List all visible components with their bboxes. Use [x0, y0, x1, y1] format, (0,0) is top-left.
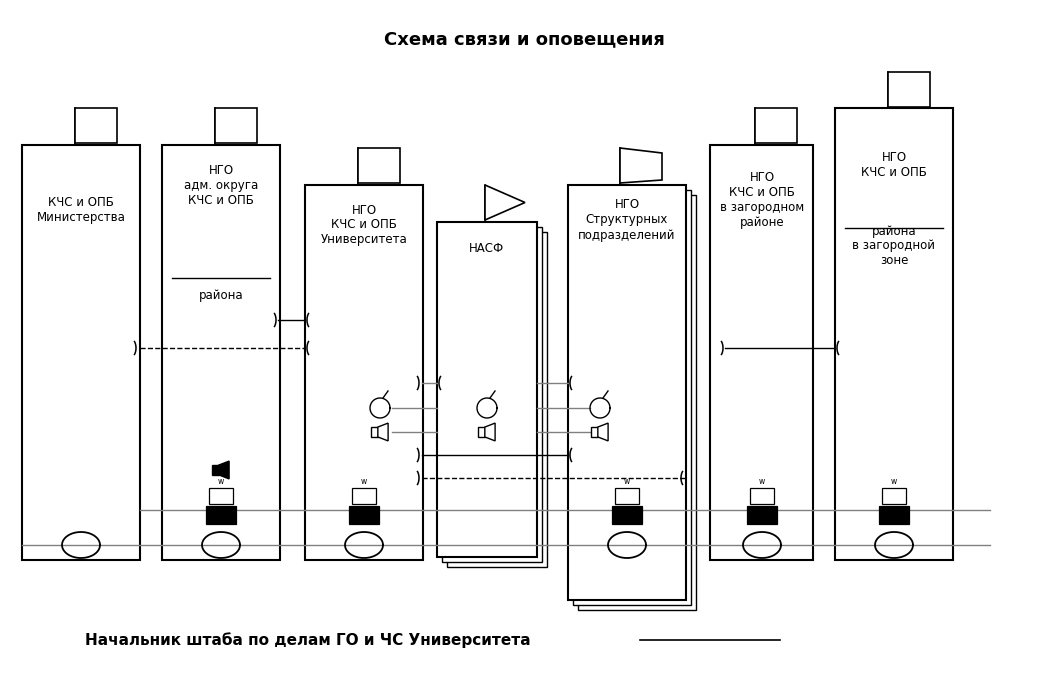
Bar: [568, 185, 686, 600]
Bar: [591, 427, 597, 437]
Bar: [447, 232, 547, 567]
Text: w: w: [218, 477, 224, 486]
Text: района
в загородной
зоне: района в загородной зоне: [852, 225, 936, 267]
Bar: [371, 427, 378, 437]
Bar: [835, 108, 953, 560]
Text: w: w: [759, 477, 765, 486]
Bar: [212, 465, 219, 475]
Bar: [578, 195, 696, 610]
Bar: [882, 488, 907, 504]
Bar: [358, 148, 400, 183]
Polygon shape: [378, 423, 388, 441]
Text: w: w: [891, 477, 897, 486]
Bar: [75, 108, 117, 143]
Bar: [437, 222, 537, 557]
Bar: [162, 145, 280, 560]
Bar: [478, 427, 485, 437]
Polygon shape: [485, 185, 525, 220]
Text: w: w: [361, 477, 367, 486]
Text: НГО
адм. округа
КЧС и ОПБ: НГО адм. округа КЧС и ОПБ: [183, 164, 258, 206]
Bar: [750, 488, 774, 504]
Bar: [879, 506, 909, 524]
Text: Схема связи и оповещения: Схема связи и оповещения: [384, 30, 664, 48]
Polygon shape: [219, 461, 230, 479]
Bar: [305, 185, 423, 560]
Bar: [22, 145, 140, 560]
Text: Начальник штаба по делам ГО и ЧС Университета: Начальник штаба по делам ГО и ЧС Универс…: [85, 632, 530, 648]
Bar: [747, 506, 777, 524]
Text: района: района: [199, 290, 243, 303]
Bar: [573, 190, 691, 605]
Text: НГО
КЧС и ОПБ
Университета: НГО КЧС и ОПБ Университета: [321, 204, 408, 246]
Bar: [755, 108, 796, 143]
Bar: [215, 108, 257, 143]
Text: КЧС и ОПБ
Министерства: КЧС и ОПБ Министерства: [37, 196, 126, 224]
Bar: [709, 145, 813, 560]
Bar: [349, 506, 379, 524]
Polygon shape: [620, 148, 662, 183]
Polygon shape: [597, 423, 608, 441]
Bar: [888, 72, 930, 107]
Bar: [206, 506, 236, 524]
Bar: [615, 488, 639, 504]
Bar: [612, 506, 642, 524]
Text: НГО
КЧС и ОПБ: НГО КЧС и ОПБ: [861, 151, 926, 179]
Bar: [352, 488, 376, 504]
Polygon shape: [485, 423, 495, 441]
Text: НАСФ: НАСФ: [470, 242, 505, 255]
Bar: [209, 488, 233, 504]
Text: НГО
Структурных
подразделений: НГО Структурных подразделений: [578, 198, 676, 242]
Text: НГО
КЧС и ОПБ
в загородном
районе: НГО КЧС и ОПБ в загородном районе: [720, 171, 804, 229]
Text: w: w: [624, 477, 630, 486]
Bar: [442, 227, 542, 562]
